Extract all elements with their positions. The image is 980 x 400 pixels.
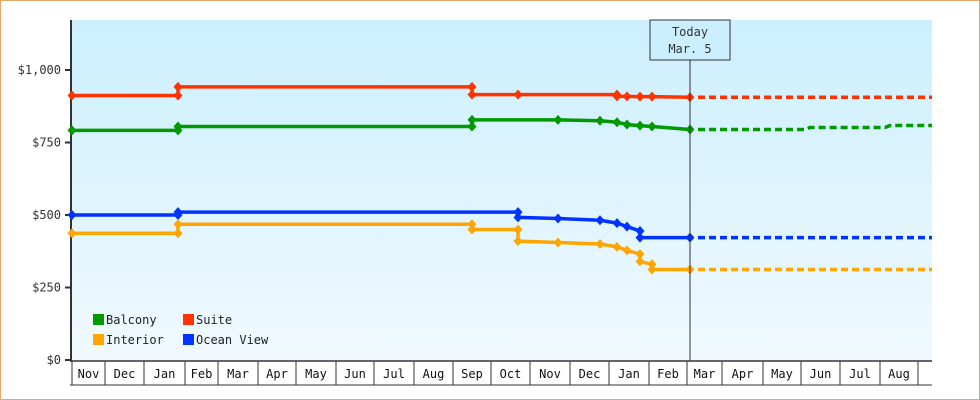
y-tick-label: $250: [32, 281, 61, 295]
data-point-marker[interactable]: [622, 91, 632, 102]
series-interior: [67, 219, 932, 275]
data-point-marker[interactable]: [647, 264, 657, 275]
y-axis: $0 $250 $500 $750 $1,000: [18, 20, 72, 367]
data-point-marker[interactable]: [595, 239, 605, 249]
series-suite: [67, 81, 932, 103]
data-point-marker[interactable]: [635, 225, 645, 236]
data-point-marker[interactable]: [513, 212, 523, 223]
x-month-label: Dec: [579, 367, 601, 381]
data-point-marker[interactable]: [635, 256, 645, 267]
legend-label: Interior: [106, 333, 164, 347]
x-month-label: Jan: [618, 367, 640, 381]
data-point-marker[interactable]: [173, 207, 183, 218]
data-point-marker[interactable]: [467, 224, 477, 235]
data-point-marker[interactable]: [173, 228, 183, 239]
data-point-marker[interactable]: [173, 121, 183, 132]
legend-label: Balcony: [106, 313, 157, 327]
data-point-marker[interactable]: [612, 218, 622, 229]
data-point-marker[interactable]: [635, 120, 645, 131]
legend-swatch-icon: [183, 334, 194, 345]
x-month-label: Dec: [114, 367, 136, 381]
x-month-label: Nov: [539, 367, 561, 381]
data-point-marker[interactable]: [595, 115, 605, 126]
y-tick-label: $1,000: [18, 63, 61, 77]
data-point-marker[interactable]: [622, 245, 632, 256]
data-point-marker[interactable]: [513, 207, 523, 218]
data-point-marker[interactable]: [553, 114, 563, 125]
data-point-marker[interactable]: [173, 219, 183, 230]
data-point-marker[interactable]: [612, 241, 622, 252]
x-month-label: Feb: [657, 367, 679, 381]
series-ocean-view: [67, 207, 932, 243]
legend-swatch-icon: [93, 334, 104, 345]
data-point-marker[interactable]: [67, 228, 77, 239]
legend-item-suite[interactable]: Suite: [183, 313, 232, 327]
y-tick-label: $500: [32, 208, 61, 222]
data-point-marker[interactable]: [553, 237, 563, 248]
y-tick-label: $0: [47, 353, 61, 367]
data-point-marker[interactable]: [173, 81, 183, 92]
x-month-label: Apr: [266, 367, 288, 381]
data-point-marker[interactable]: [67, 210, 77, 220]
data-point-marker[interactable]: [67, 125, 77, 136]
x-month-label: Nov: [78, 367, 100, 381]
x-month-label: Oct: [500, 367, 522, 381]
legend: Balcony Suite Interior Ocean View: [93, 313, 269, 347]
data-point-marker[interactable]: [467, 89, 477, 100]
data-point-marker[interactable]: [467, 121, 477, 132]
data-point-marker[interactable]: [467, 219, 477, 230]
today-date: Mar. 5: [668, 42, 711, 56]
legend-swatch-icon: [93, 314, 104, 325]
legend-swatch-icon: [183, 314, 194, 325]
legend-item-balcony[interactable]: Balcony: [93, 313, 157, 327]
today-marker: Today Mar. 5: [649, 19, 731, 361]
data-point-marker[interactable]: [173, 90, 183, 101]
x-month-label: Apr: [732, 367, 754, 381]
x-month-label: Jul: [849, 367, 871, 381]
y-tick-label: $750: [32, 136, 61, 150]
x-month-label: Feb: [191, 367, 213, 381]
data-point-marker[interactable]: [513, 224, 523, 235]
data-point-marker[interactable]: [612, 91, 622, 102]
x-month-label: May: [305, 367, 327, 381]
data-point-marker[interactable]: [612, 117, 622, 128]
x-month-label: Jun: [344, 367, 366, 381]
plot-area: [72, 20, 932, 360]
data-point-marker[interactable]: [622, 221, 632, 232]
legend-item-ocean-view[interactable]: Ocean View: [183, 333, 269, 347]
x-month-label: Jan: [154, 367, 176, 381]
today-box: [649, 19, 731, 61]
legend-item-interior[interactable]: Interior: [93, 333, 164, 347]
series-lines: [67, 81, 932, 275]
data-point-marker[interactable]: [595, 215, 605, 226]
x-month-label: Jul: [383, 367, 405, 381]
data-point-marker[interactable]: [635, 249, 645, 260]
data-point-marker[interactable]: [622, 119, 632, 130]
data-point-marker[interactable]: [647, 91, 657, 102]
today-label: Today: [672, 25, 708, 39]
data-point-marker[interactable]: [647, 121, 657, 132]
x-axis: Nov Dec Jan Feb Mar Apr May Jun Jul Aug Sep Oct Nov D…: [70, 360, 932, 386]
x-month-label: May: [771, 367, 793, 381]
data-point-marker[interactable]: [635, 91, 645, 102]
data-point-marker[interactable]: [67, 90, 77, 101]
x-month-label: Aug: [888, 367, 910, 381]
data-point-marker[interactable]: [553, 213, 563, 224]
data-point-marker[interactable]: [467, 114, 477, 125]
x-month-label: Mar: [694, 367, 716, 381]
data-point-marker[interactable]: [513, 236, 523, 247]
x-month-label: Aug: [423, 367, 445, 381]
legend-label: Suite: [196, 313, 232, 327]
x-month-label: Jun: [810, 367, 832, 381]
data-point-marker[interactable]: [513, 89, 523, 100]
data-point-marker[interactable]: [647, 259, 657, 270]
data-point-marker[interactable]: [467, 81, 477, 92]
legend-label: Ocean View: [196, 333, 269, 347]
data-point-marker[interactable]: [635, 232, 645, 243]
x-month-label: Mar: [227, 367, 249, 381]
x-month-label: Sep: [461, 367, 483, 381]
